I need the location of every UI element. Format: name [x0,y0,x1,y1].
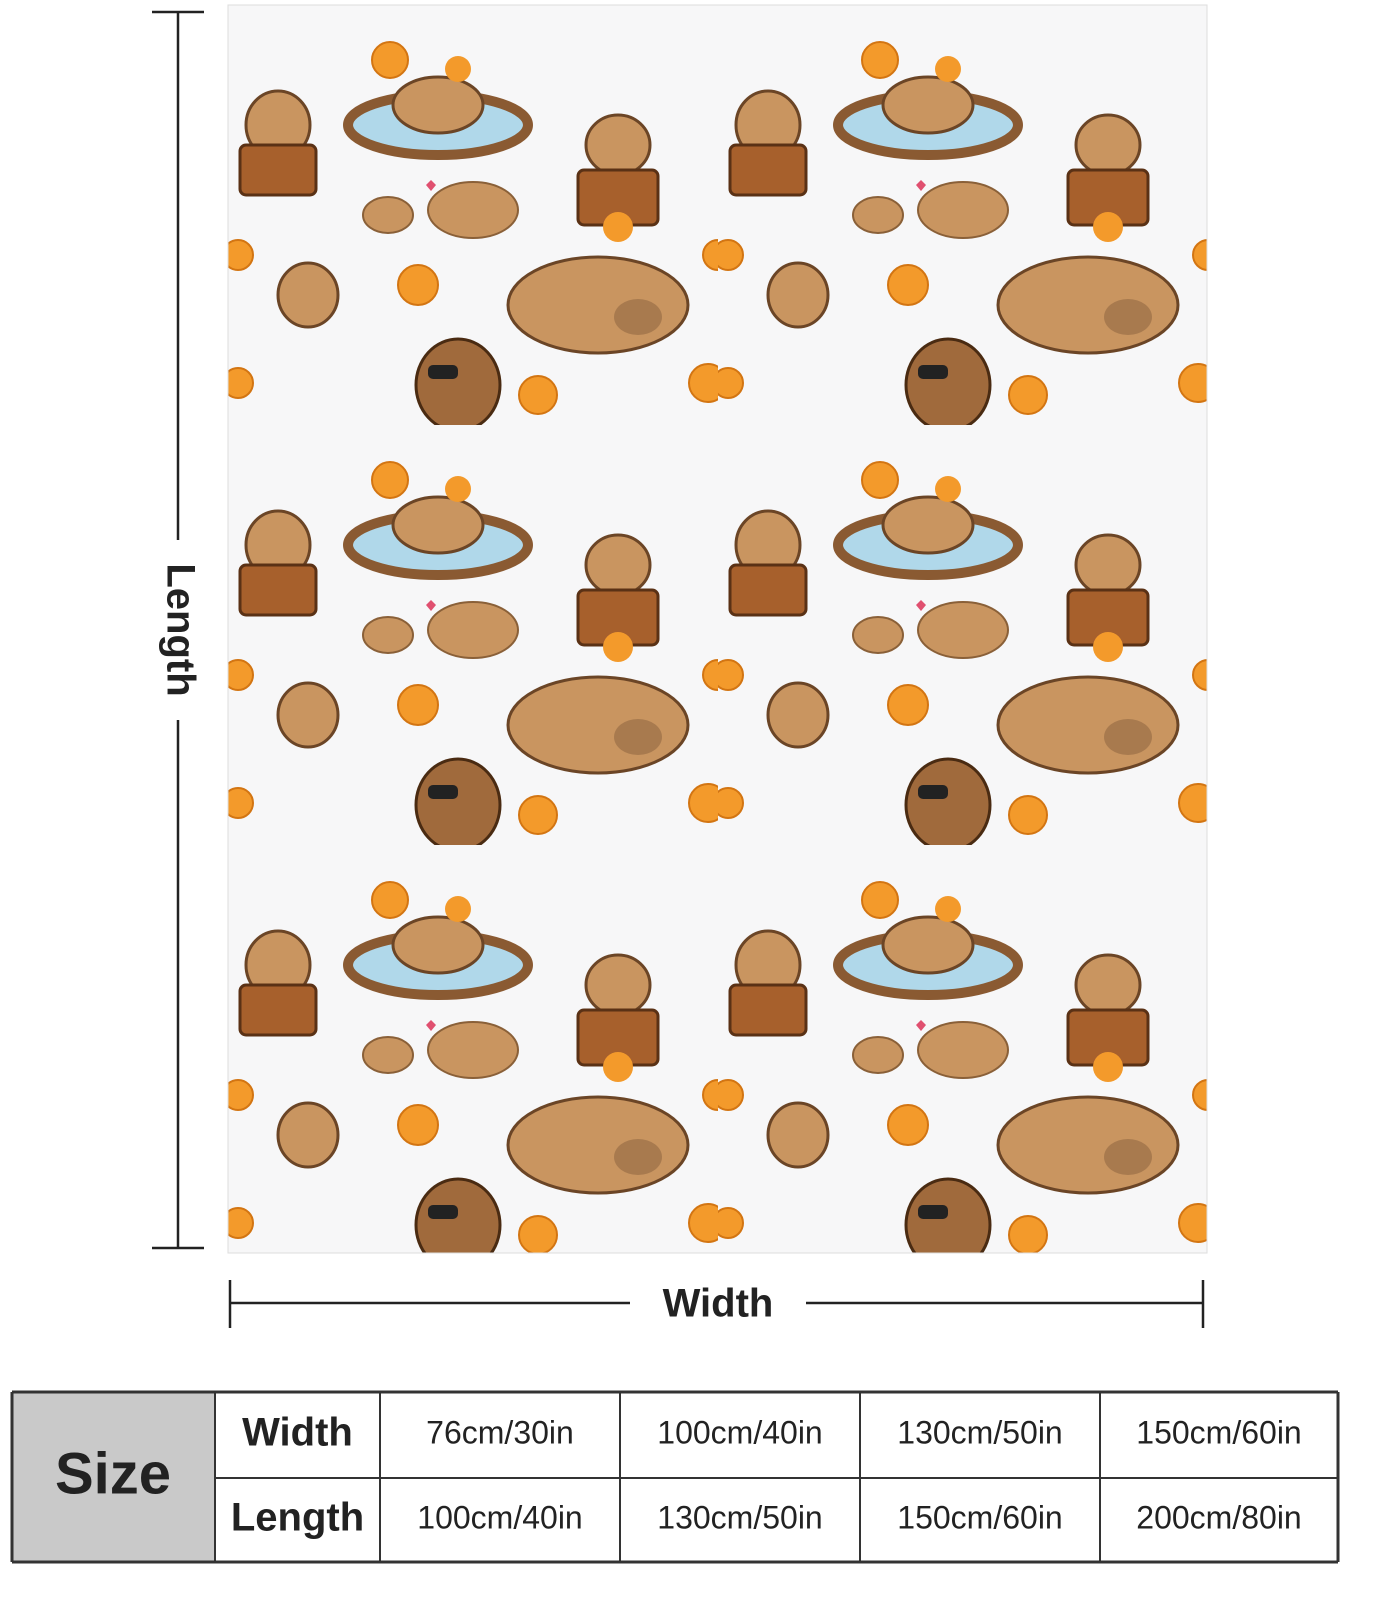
size-cell: 100cm/40in [417,1499,582,1535]
size-cell: 200cm/80in [1136,1499,1301,1535]
length-label: Length [158,563,202,696]
size-header-cell [12,1392,215,1562]
size-cell: 76cm/30in [426,1414,574,1450]
row-label: Width [242,1411,353,1455]
width-dimension [228,1280,1205,1328]
size-cell: 150cm/60in [1136,1414,1301,1450]
blanket [227,4,1208,1254]
row-label: Length [231,1496,364,1540]
width-label: Width [663,1282,774,1326]
size-cell: 100cm/40in [657,1414,822,1450]
length-dimension [152,10,204,1250]
size-cell: 130cm/50in [657,1499,822,1535]
size-table: Size Width 76cm/30in 100cm/40in 130cm/50in 1… [10,1390,1340,1564]
size-cell: 130cm/50in [897,1414,1062,1450]
size-header: Size [55,1441,171,1506]
size-cell: 150cm/60in [897,1499,1062,1535]
